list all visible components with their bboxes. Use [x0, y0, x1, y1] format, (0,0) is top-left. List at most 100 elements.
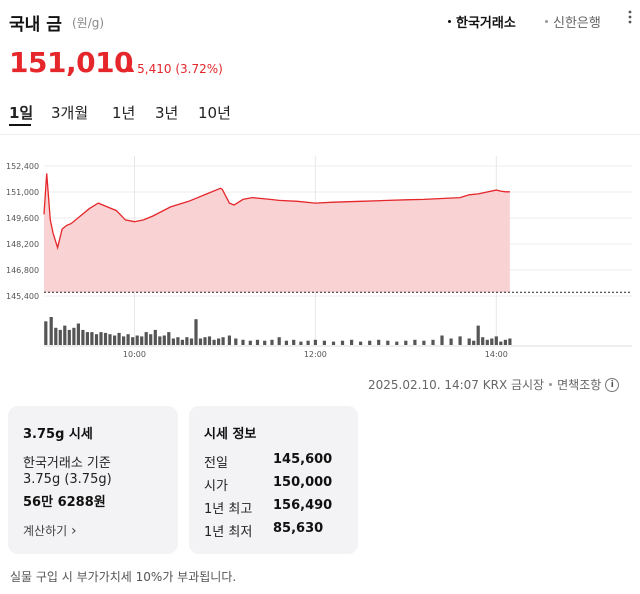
y-tick-label: 148,200	[6, 240, 39, 249]
volume-bar	[467, 338, 471, 345]
x-tick-label: 14:00	[485, 350, 508, 359]
price-unit: (원/g)	[72, 16, 105, 30]
volume-bar	[241, 339, 245, 345]
card-title: 3.75g 시세	[23, 427, 93, 442]
volume-bar	[54, 327, 58, 345]
volume-bar	[103, 332, 108, 345]
change-percent: (3.72%)	[175, 62, 223, 76]
volume-bar	[72, 327, 76, 345]
volume-bar	[359, 341, 363, 345]
card-price-info: 시세 정보 전일 145,600 시가 150,000 1년 최고 156,49…	[189, 406, 358, 554]
volume-bar	[440, 335, 444, 345]
volume-bar	[171, 338, 175, 345]
volume-bar	[368, 340, 372, 345]
change-amount: 5,410	[137, 62, 172, 76]
page-title: 국내 금	[9, 15, 62, 35]
volume-bar	[292, 339, 296, 345]
y-tick-label: 146,800	[6, 266, 39, 275]
source-tab-krx[interactable]: 한국거래소	[448, 12, 516, 31]
price-chart[interactable]: 152,400 151,000 149,600 148,200 146,800 145,4…	[0, 150, 640, 365]
volume-bar	[458, 336, 462, 345]
volume-bar	[90, 332, 94, 345]
volume-bar	[194, 319, 198, 345]
volume-bar	[490, 338, 494, 345]
chevron-right-icon: ›	[71, 523, 77, 539]
volume-bar	[270, 339, 274, 345]
volume-bar	[485, 339, 489, 345]
info-icon[interactable]: i	[605, 377, 620, 392]
info-value-52w-low: 85,630	[273, 521, 324, 536]
info-value-open: 150,000	[273, 475, 333, 490]
volume-bar	[131, 337, 135, 345]
card-price: 56만 6288원	[23, 495, 106, 510]
volume-bar	[99, 332, 103, 345]
volume-bar	[126, 334, 130, 345]
price-line	[43, 173, 510, 251]
calculate-label: 계산하기	[23, 524, 68, 538]
volume-bar	[212, 339, 216, 345]
volume-bar	[227, 335, 231, 345]
volume-bar	[198, 338, 203, 345]
volume-bar	[277, 337, 281, 345]
volume-bar	[386, 340, 390, 345]
volume-bar	[81, 329, 85, 345]
volume-bar	[117, 332, 121, 345]
volume-bar	[176, 337, 180, 345]
volume-bar	[135, 335, 139, 345]
tab-1y[interactable]: 1년	[112, 104, 136, 122]
y-tick-label: 149,600	[6, 214, 39, 223]
tab-3y[interactable]: 3년	[155, 104, 179, 122]
x-tick-label: 10:00	[123, 350, 146, 359]
volume-bar	[76, 323, 80, 345]
volume-bar	[207, 336, 212, 345]
source-tab-shinhan[interactable]: 신한은행	[545, 12, 601, 31]
divider	[0, 134, 640, 135]
source-label: 한국거래소	[456, 16, 516, 31]
volume-bar	[248, 340, 252, 345]
unselected-dot-icon	[545, 20, 548, 23]
volume-bar	[331, 341, 336, 345]
disclaimer-link[interactable]: 면책조항	[557, 378, 602, 392]
volume-bar	[263, 340, 267, 345]
current-price: 151,010	[9, 46, 134, 79]
more-vertical-icon[interactable]	[628, 10, 632, 27]
volume-bar	[377, 339, 381, 345]
volume-bar	[350, 339, 354, 345]
volume-bar	[422, 340, 426, 345]
volume-bar	[413, 339, 417, 345]
volume-bar	[306, 340, 310, 345]
card-basis: 한국거래소 기준	[23, 456, 111, 471]
volume-bar	[499, 341, 503, 345]
volume-bar	[340, 340, 345, 345]
volume-bar	[144, 332, 148, 345]
volume-bar	[162, 335, 166, 345]
info-label-52w-high: 1년 최고	[204, 502, 253, 517]
active-tab-indicator	[9, 124, 31, 126]
y-tick-label: 145,400	[6, 292, 39, 301]
calculate-link[interactable]: 계산하기 ›	[23, 522, 77, 539]
tab-10y[interactable]: 10년	[198, 104, 231, 122]
volume-bar	[44, 321, 48, 345]
volume-bar	[299, 341, 303, 345]
timestamp-text: 2025.02.10. 14:07 KRX 금시장	[368, 378, 545, 392]
volume-bar	[58, 329, 62, 345]
price-change: ▲ 5,410 (3.72%)	[128, 62, 223, 76]
up-arrow-icon: ▲	[128, 64, 135, 73]
volume-bar	[189, 338, 194, 345]
volume-bar	[449, 338, 453, 345]
tab-1d[interactable]: 1일	[9, 104, 34, 122]
separator-dot-icon	[549, 383, 553, 386]
volume-bar	[481, 337, 485, 345]
selected-dot-icon	[448, 20, 451, 23]
volume-bar	[217, 338, 221, 345]
x-tick-label: 12:00	[304, 350, 327, 359]
volume-bar	[94, 334, 99, 345]
tab-3m[interactable]: 3개월	[51, 104, 89, 122]
card-title: 시세 정보	[204, 427, 257, 442]
volume-bar	[67, 329, 71, 345]
volume-bar	[404, 340, 408, 345]
volume-bar	[153, 329, 157, 345]
volume-bar	[158, 336, 162, 345]
volume-bar	[149, 334, 153, 345]
timestamp-row: 2025.02.10. 14:07 KRX 금시장 면책조항 i	[368, 376, 620, 393]
